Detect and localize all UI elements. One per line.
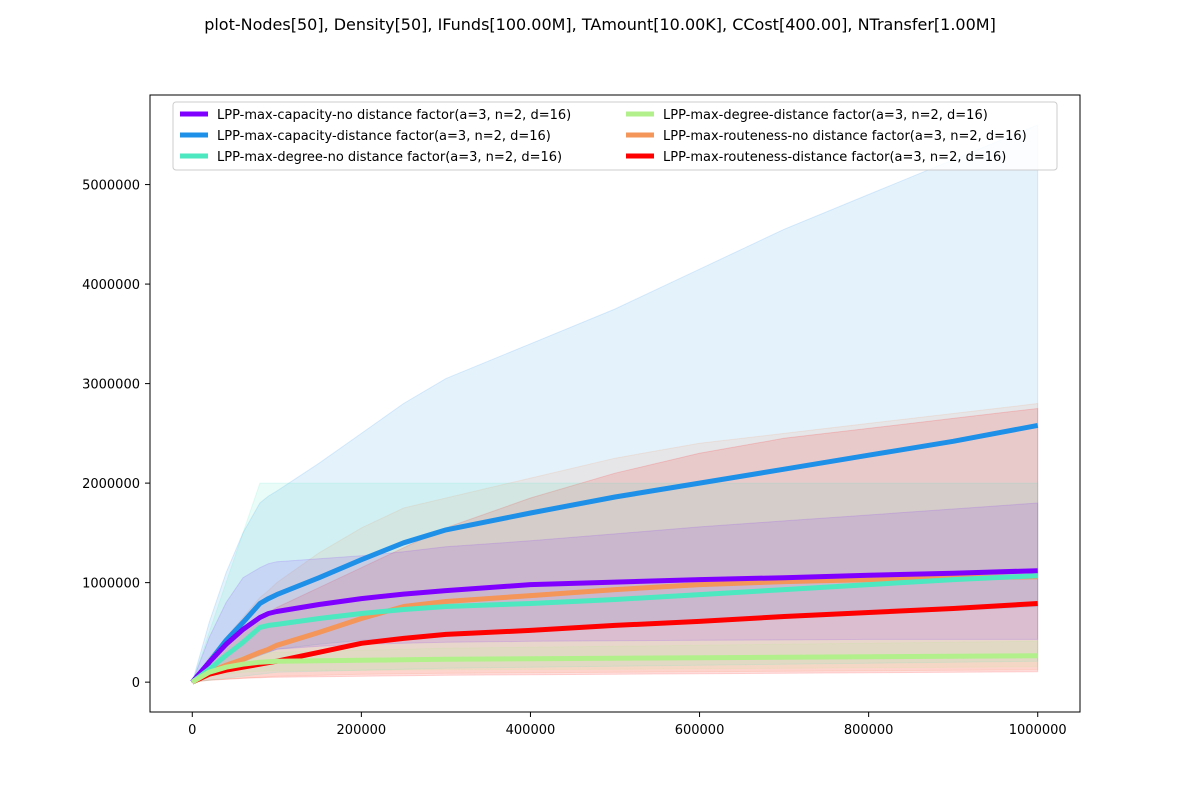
line-series-3	[190, 573, 1038, 685]
plot-frame	[149, 94, 1081, 713]
legend-label-4: LPP-max-degree-distance factor(a=3, n=2,…	[663, 108, 988, 123]
x-axis: 0 200000 400000 600000 800000 1000000	[188, 712, 1067, 738]
x-tick-label: 1000000	[1009, 723, 1067, 738]
y-tick-label: 3000000	[82, 378, 140, 393]
line-series-1	[190, 568, 1038, 684]
chart-title: plot-Nodes[50], Density[50], IFunds[100.…	[204, 15, 996, 34]
x-tick-label: 0	[188, 723, 196, 738]
y-tick-label: 4000000	[82, 278, 140, 293]
series-lines	[190, 422, 1039, 685]
x-tick-label: 800000	[844, 723, 894, 738]
band-series-4	[191, 640, 1039, 683]
legend-label-6: LPP-max-routeness-distance factor(a=3, n…	[663, 150, 1006, 165]
line-series-4	[191, 653, 1038, 685]
y-tick-label: 0	[132, 676, 140, 691]
y-axis: 0 1000000 2000000 3000000 4000000 5000000	[82, 179, 150, 691]
x-tick-label: 600000	[675, 723, 725, 738]
y-tick-label: 5000000	[82, 179, 140, 194]
y-tick-label: 2000000	[82, 477, 140, 492]
y-tick-label: 1000000	[82, 577, 140, 592]
x-tick-label: 200000	[337, 723, 387, 738]
legend-box	[172, 101, 1058, 171]
legend-label-3: LPP-max-degree-no distance factor(a=3, n…	[217, 150, 562, 165]
x-tick-label: 400000	[506, 723, 556, 738]
legend: LPP-max-capacity-no distance factor(a=3,…	[172, 101, 1058, 171]
legend-label-1: LPP-max-capacity-no distance factor(a=3,…	[217, 108, 571, 123]
line-series-2	[190, 422, 1039, 684]
legend-label-5: LPP-max-routeness-no distance factor(a=3…	[663, 129, 1027, 144]
legend-label-2: LPP-max-capacity-distance factor(a=3, n=…	[217, 129, 551, 144]
line-series-6	[191, 601, 1038, 685]
